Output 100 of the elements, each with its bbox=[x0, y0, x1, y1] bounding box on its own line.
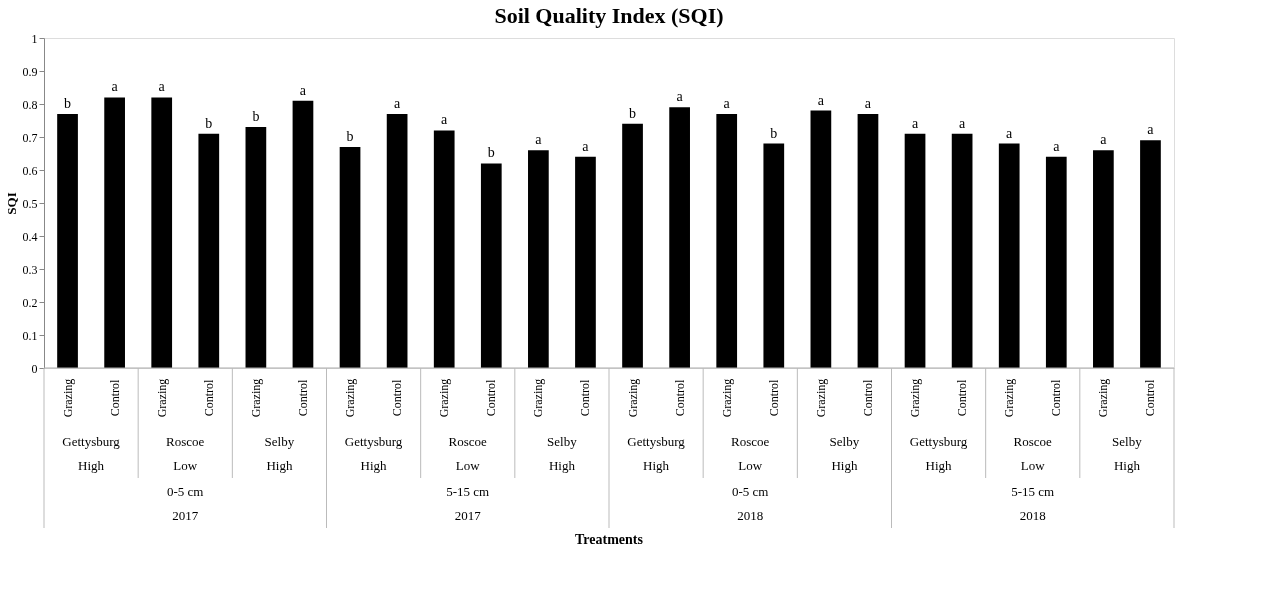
data-label: a bbox=[864, 95, 872, 111]
x-tick-label: Grazing bbox=[60, 378, 75, 418]
bar bbox=[998, 143, 1020, 368]
bar bbox=[198, 133, 220, 368]
bar bbox=[245, 127, 267, 368]
y-tick-label: 0 bbox=[31, 361, 38, 376]
y-tick-label: 0.2 bbox=[22, 295, 38, 310]
text: 2018 bbox=[737, 508, 764, 523]
y-tick-label: 0.5 bbox=[22, 196, 38, 211]
y-axis-title: SQI bbox=[3, 192, 19, 215]
data-label: b bbox=[487, 145, 495, 161]
y-tick-label: 0.9 bbox=[22, 64, 38, 79]
text: High bbox=[1113, 458, 1141, 473]
x-tick-label: Control bbox=[672, 379, 687, 417]
x-tick-label: Control bbox=[201, 379, 216, 417]
bar bbox=[669, 107, 690, 368]
data-label: b bbox=[770, 125, 778, 141]
text: 5-15 cm bbox=[446, 484, 490, 499]
text: Roscoe bbox=[166, 434, 205, 449]
bar bbox=[575, 156, 596, 368]
text: Gettysburg bbox=[62, 434, 121, 449]
x-tick-label: Control bbox=[860, 379, 875, 417]
bar bbox=[716, 113, 738, 368]
y-tick-label: 0.4 bbox=[22, 229, 38, 244]
text: Selby bbox=[264, 434, 295, 449]
text: 0-5 cm bbox=[167, 484, 204, 499]
bar bbox=[104, 97, 125, 368]
bar bbox=[433, 130, 455, 368]
x-tick-label: Grazing bbox=[343, 378, 358, 418]
data-label: b bbox=[346, 128, 354, 144]
x-tick-label: Grazing bbox=[531, 378, 546, 418]
data-label: a bbox=[1100, 132, 1108, 148]
y-tick-label: 1 bbox=[31, 31, 38, 46]
data-label: a bbox=[1006, 125, 1014, 141]
x-tick-label: Control bbox=[1143, 379, 1158, 417]
text: High bbox=[831, 458, 858, 473]
text: High bbox=[548, 458, 576, 473]
x-tick-label: Grazing bbox=[437, 378, 452, 418]
text: 0-5 cm bbox=[732, 484, 769, 499]
data-label: b bbox=[252, 109, 260, 125]
x-tick-label: Control bbox=[390, 379, 405, 417]
text: 2017 bbox=[454, 508, 482, 523]
data-label: a bbox=[723, 95, 731, 111]
y-tick-label: 0.7 bbox=[22, 130, 38, 145]
x-tick-label: Grazing bbox=[719, 378, 734, 418]
data-label: a bbox=[158, 79, 166, 95]
bar bbox=[480, 163, 502, 368]
text: Treatments bbox=[575, 532, 644, 547]
text: Low bbox=[1020, 458, 1046, 473]
text: High bbox=[643, 458, 670, 473]
text: High bbox=[78, 458, 105, 473]
data-label: a bbox=[1147, 122, 1155, 138]
x-tick-label: Grazing bbox=[1002, 378, 1017, 418]
bar bbox=[857, 113, 879, 368]
x-tick-label: Control bbox=[1049, 379, 1064, 417]
y-tick-label: 0.6 bbox=[22, 163, 38, 178]
data-label: a bbox=[394, 95, 402, 111]
data-label: a bbox=[1053, 138, 1061, 154]
text: Roscoe bbox=[1013, 434, 1053, 449]
text: Low bbox=[173, 458, 198, 473]
bar bbox=[1093, 150, 1114, 368]
x-tick-label: Control bbox=[484, 379, 499, 417]
text: Gettysburg bbox=[909, 434, 968, 449]
text: High bbox=[266, 458, 293, 473]
bar bbox=[1140, 140, 1161, 368]
text: Low bbox=[738, 458, 763, 473]
data-label: b bbox=[64, 95, 72, 111]
text: Gettysburg bbox=[627, 434, 686, 449]
data-label: a bbox=[911, 115, 919, 131]
data-label: a bbox=[111, 79, 119, 95]
text: Selby bbox=[547, 434, 578, 449]
text: High bbox=[360, 458, 388, 473]
text: Gettysburg bbox=[344, 434, 403, 449]
chart-title: Soil Quality Index (SQI) bbox=[494, 3, 724, 28]
data-label: a bbox=[441, 112, 449, 128]
x-tick-label: Grazing bbox=[154, 378, 169, 418]
x-tick-label: Grazing bbox=[1096, 378, 1111, 418]
bar bbox=[57, 113, 78, 368]
x-tick-label: Control bbox=[107, 379, 122, 417]
data-label: a bbox=[676, 89, 684, 105]
x-tick-label: Control bbox=[295, 379, 310, 417]
data-label: a bbox=[817, 92, 825, 108]
text: 2017 bbox=[172, 508, 199, 523]
text: Selby bbox=[1112, 434, 1143, 449]
bar bbox=[386, 113, 408, 368]
bar bbox=[1045, 156, 1067, 368]
data-label: a bbox=[535, 132, 543, 148]
text: High bbox=[925, 458, 953, 473]
y-tick-label: 0.3 bbox=[22, 262, 38, 277]
x-tick-label: Control bbox=[578, 379, 593, 417]
bar bbox=[810, 110, 832, 368]
text: Selby bbox=[829, 434, 860, 449]
x-tick-label: Control bbox=[766, 379, 781, 417]
text: Low bbox=[455, 458, 481, 473]
x-tick-label: Grazing bbox=[625, 378, 640, 418]
data-label: a bbox=[299, 82, 307, 98]
data-label: b bbox=[629, 105, 637, 121]
y-tick-label: 0.8 bbox=[22, 97, 38, 112]
x-tick-label: Grazing bbox=[908, 378, 923, 418]
x-tick-label: Grazing bbox=[248, 378, 263, 418]
